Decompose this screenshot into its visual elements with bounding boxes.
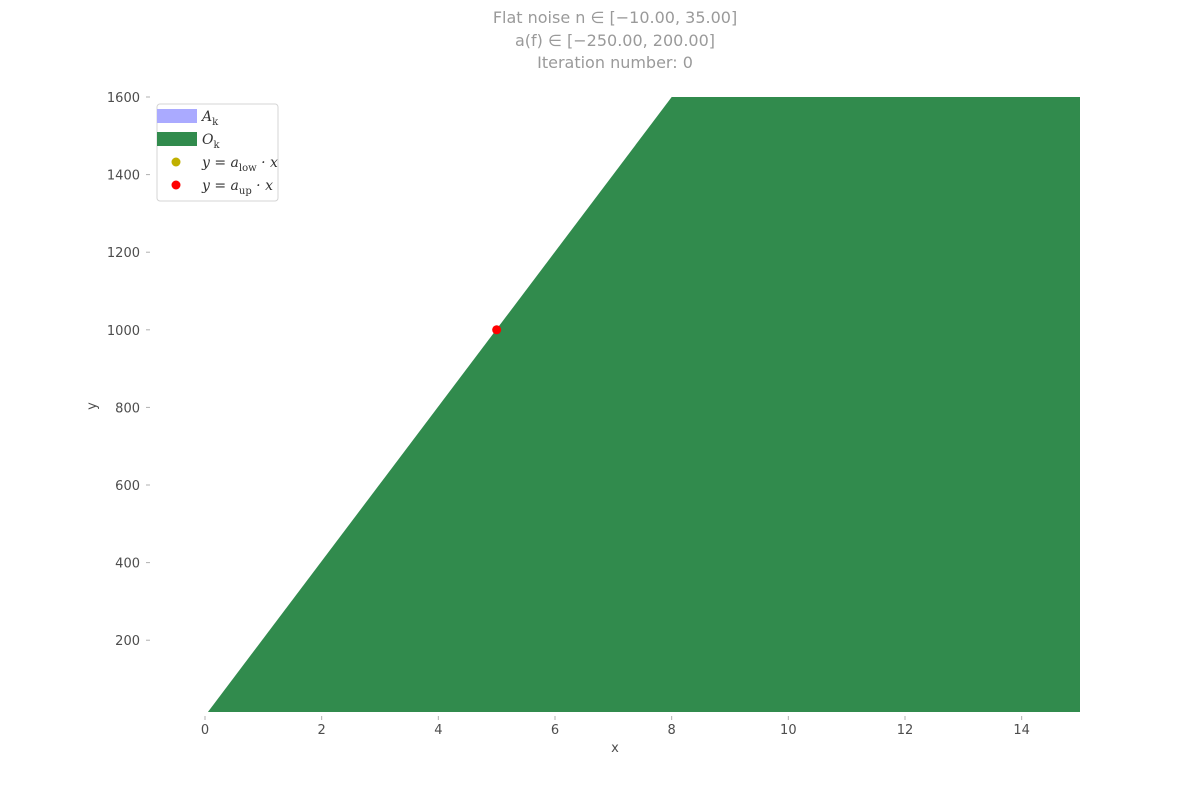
legend-swatch-1 — [157, 132, 197, 146]
legend-swatch-0 — [157, 109, 197, 123]
legend-marker-3 — [171, 180, 181, 190]
y-axis-label: y — [85, 402, 100, 410]
x-tick-label-5: 10 — [780, 723, 797, 738]
title-line-1: Flat noise n ∈ [−10.00, 35.00] — [493, 8, 737, 27]
x-tick-label-4: 8 — [668, 723, 676, 738]
legend-box — [156, 103, 279, 202]
title-line-3: Iteration number: 0 — [537, 53, 693, 72]
y-tick-label-1: 400 — [115, 557, 140, 572]
chart-title: Flat noise n ∈ [−10.00, 35.00] a(f) ∈ [−… — [493, 8, 737, 72]
legend-label-0: Ak — [200, 109, 219, 128]
x-tick-label-0: 0 — [201, 723, 209, 738]
x-tick-label-2: 4 — [434, 723, 442, 738]
y-tick-label-5: 1200 — [107, 246, 140, 261]
y-tick-label-3: 800 — [115, 401, 140, 416]
legend-label-1: Ok — [202, 132, 220, 151]
legend: Ak Ok y = alow · x y = aup · x — [156, 103, 279, 202]
x-axis: 0 2 4 6 8 10 12 14 — [201, 716, 1030, 738]
x-tick-label-7: 14 — [1013, 723, 1030, 738]
plot-area — [207, 97, 1080, 712]
title-line-2: a(f) ∈ [−250.00, 200.00] — [515, 31, 715, 50]
x-tick-label-3: 6 — [551, 723, 559, 738]
legend-label-2: y = alow · x — [201, 155, 278, 174]
y-tick-label-6: 1400 — [107, 169, 140, 184]
series-point-1-0 — [492, 325, 502, 335]
y-tick-label-2: 600 — [115, 479, 140, 494]
x-tick-label-1: 2 — [318, 723, 326, 738]
series-area-0 — [207, 97, 1080, 712]
y-tick-label-7: 1600 — [107, 91, 140, 106]
x-axis-label: x — [611, 741, 619, 756]
legend-label-3: y = aup · x — [201, 178, 273, 197]
legend-marker-2 — [171, 157, 181, 167]
x-tick-label-6: 12 — [897, 723, 914, 738]
y-axis: 200 400 600 800 1000 1200 1400 1600 — [107, 91, 150, 649]
y-tick-label-0: 200 — [115, 634, 140, 649]
y-tick-label-4: 1000 — [107, 324, 140, 339]
